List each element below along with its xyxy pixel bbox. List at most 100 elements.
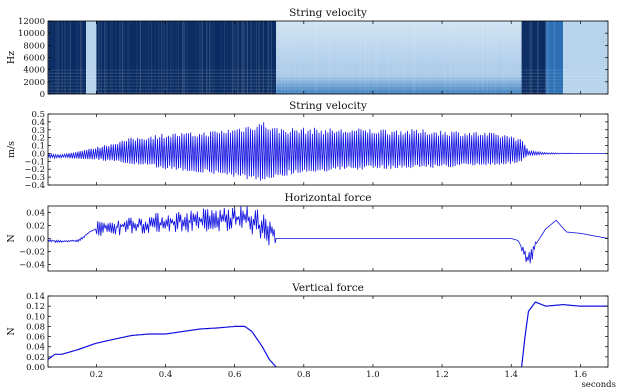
spectrogram-streak — [69, 21, 71, 94]
spectrogram-streak — [459, 21, 462, 94]
y-tick-label: 8000 — [23, 41, 45, 51]
spectrogram-streak — [463, 21, 465, 94]
y-tick-label: 10000 — [18, 29, 45, 39]
spectrogram-streak — [246, 21, 248, 94]
spectrogram-streak — [255, 21, 258, 94]
spectrogram-streak — [243, 21, 245, 94]
spectrogram-streak — [472, 21, 474, 94]
spectrogram-streak — [106, 21, 108, 94]
spectrogram-streak — [502, 21, 505, 94]
spectrogram-streak — [151, 21, 153, 94]
spectrogram-streak — [121, 21, 124, 94]
spectrogram-streak — [280, 21, 283, 94]
y-tick-label: 0.2 — [31, 134, 45, 144]
spectrogram-streak — [139, 21, 141, 94]
spectrogram-streak — [81, 21, 83, 94]
spectrogram-region — [563, 21, 608, 94]
spectrogram-streak — [232, 21, 234, 94]
y-tick-label: 0.12 — [26, 302, 45, 312]
spectrogram-streak — [234, 21, 236, 94]
harmonic-band — [48, 79, 608, 81]
y-tick-label: 0.10 — [26, 312, 45, 322]
y-tick-label: 0.14 — [26, 292, 45, 302]
spectrogram-streak — [414, 21, 416, 94]
spectrogram-streak — [376, 21, 378, 94]
y-tick-label: 0.00 — [26, 235, 45, 245]
spectrogram-streak — [67, 21, 69, 94]
spectrogram-streak — [183, 21, 185, 94]
spectrogram-streak — [127, 21, 129, 94]
spectrogram-streak — [166, 21, 168, 94]
series-line — [47, 205, 609, 264]
spectrogram-region — [48, 21, 87, 94]
horizontal-force-panel: Horizontal force −0.04 −0.02 0.00 0.02 0.04 N — [6, 192, 609, 272]
x-axis-label: seconds — [581, 380, 616, 387]
spectrogram-streak — [529, 21, 531, 94]
harmonic-band — [48, 88, 608, 90]
y-tick-label: 0.1 — [31, 142, 45, 152]
y-tick-label: 0 — [40, 90, 45, 100]
spectrogram-streak — [100, 21, 102, 94]
spectrogram-streak — [119, 21, 121, 94]
spectrogram-streak — [61, 21, 63, 94]
spectrogram-streak — [163, 21, 165, 94]
spectrogram-streak — [537, 21, 539, 94]
x-tick-label: 0.6 — [228, 370, 242, 380]
spectrogram-streak — [55, 21, 57, 94]
y-tick-label: 0.06 — [26, 333, 45, 343]
harmonic-band — [48, 85, 608, 87]
spectrogram-streak — [457, 21, 459, 94]
spectrogram-panel: String velocity 0 2000 4000 6000 8000 10000 120… — [6, 7, 609, 100]
spectrogram-streak — [178, 21, 180, 94]
spectrogram-streak — [508, 21, 510, 94]
spectrogram-streak — [145, 21, 147, 94]
spectrogram-streak — [172, 21, 175, 94]
velocity-line — [47, 122, 608, 181]
spectrogram-streak — [294, 21, 296, 94]
y-tick-label: −0.3 — [24, 173, 45, 183]
spectrogram-streak — [267, 21, 269, 94]
panel-title: Vertical force — [291, 282, 364, 294]
y-tick-label: 0.00 — [26, 363, 45, 373]
spectrogram-streak — [226, 21, 228, 94]
spectrogram-streak — [475, 21, 478, 94]
spectrogram-region — [545, 21, 564, 94]
y-tick-label: −0.4 — [24, 181, 45, 191]
spectrogram-streak — [300, 21, 303, 94]
vertical-force-panel: Vertical force0.000.020.040.060.080.100.… — [6, 282, 616, 387]
y-axis-label: m/s — [6, 141, 17, 158]
spectrogram-streak — [525, 21, 527, 94]
y-tick-label: 0.02 — [26, 222, 45, 232]
spectrogram-streak — [76, 21, 78, 94]
spectrogram-streak — [158, 21, 160, 94]
spectrogram-streak — [199, 21, 201, 94]
spectrogram-streak — [98, 21, 100, 94]
spectrogram-streak — [494, 21, 496, 94]
spectrogram-streak — [79, 21, 82, 94]
spectrogram-streak — [148, 21, 150, 94]
spectrogram-streak — [328, 21, 330, 94]
spectrogram-streak — [403, 21, 405, 94]
spectrogram-streak — [517, 21, 519, 94]
spectrogram-streak — [220, 21, 222, 94]
spectrogram-streak — [405, 21, 408, 94]
spectrogram-streak — [230, 21, 232, 94]
y-tick-label: −0.2 — [24, 165, 45, 175]
spectrogram-streak — [237, 21, 239, 94]
x-tick-label: 0.2 — [90, 370, 104, 380]
y-tick-label: 12000 — [18, 17, 45, 27]
axes-frame — [47, 113, 609, 186]
spectrogram-streak — [448, 21, 450, 94]
spectrogram-streak — [250, 21, 252, 94]
spectrogram-streak — [531, 21, 533, 94]
x-tick-label: 1.6 — [574, 370, 588, 380]
spectrogram-streak — [469, 21, 471, 94]
spectrogram-streak — [490, 21, 492, 94]
spectrogram-streak — [252, 21, 255, 94]
spectrogram-region — [521, 21, 546, 94]
spectrogram-streak — [258, 21, 260, 94]
y-tick-label: 0.0 — [31, 149, 45, 159]
x-tick-label: 1.4 — [504, 370, 518, 380]
spectrogram-streak — [175, 21, 177, 94]
spectrogram-streak — [478, 21, 480, 94]
